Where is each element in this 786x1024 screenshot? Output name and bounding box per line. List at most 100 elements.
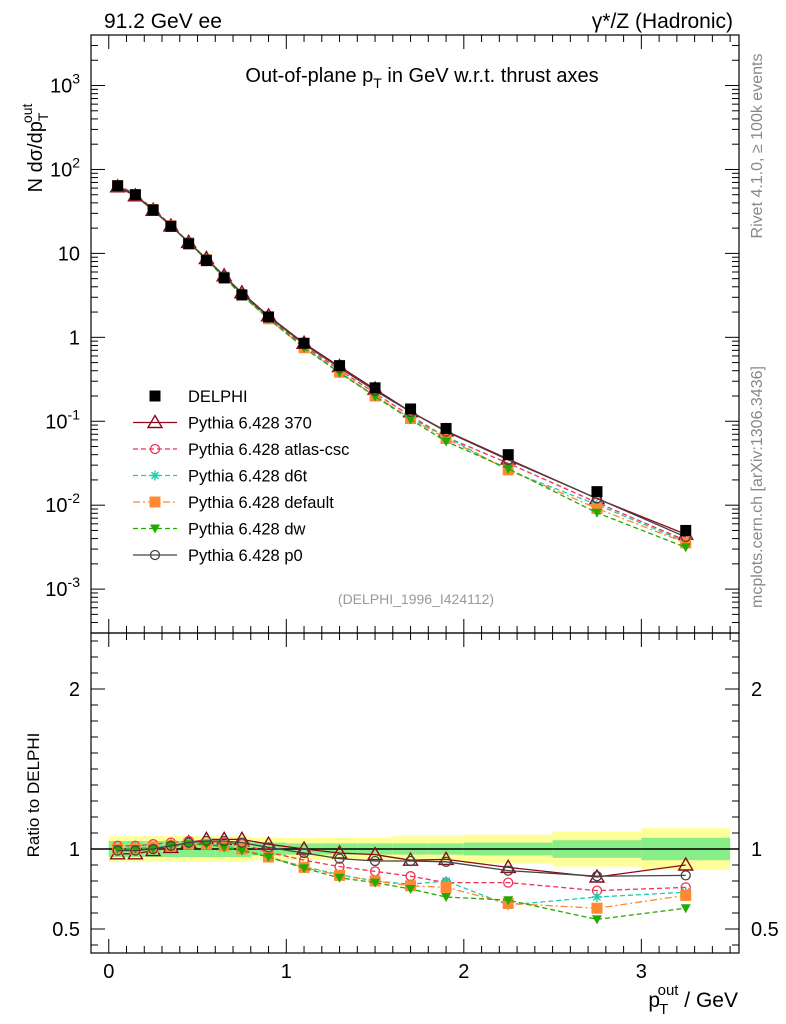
legend-marker — [149, 443, 161, 455]
main-x-ticks — [90, 35, 731, 633]
data-point-delphi — [440, 422, 452, 434]
ratio-point-pythia-6-428-dw — [334, 873, 345, 883]
legend-item: Pythia 6.428 default — [133, 494, 334, 512]
main-point-pythia-6-428-default — [591, 502, 603, 514]
main-y-axis-label: N dσ/dpTout — [19, 104, 51, 193]
energy-label: 91.2 GeV ee — [104, 10, 222, 33]
legend-marker — [146, 414, 164, 429]
data-point-delphi — [236, 289, 248, 301]
x-axis: 0 1 2 3 — [90, 633, 731, 983]
chart-title: Out-of-plane pT in GeV w.r.t. thrust axe… — [245, 65, 598, 91]
ratio-y-axis-label: Ratio to DELPHI — [24, 733, 43, 858]
ratio-line-pythia-6-428-370 — [117, 838, 686, 878]
ratio-point-pythia-6-428-370 — [677, 856, 694, 871]
ratio-line-pythia-6-428-p0 — [117, 840, 686, 877]
data-point-delphi — [147, 204, 159, 216]
ratio-point-pythia-6-428-p0 — [591, 871, 603, 882]
ratio-point-pythia-6-428-d6t — [441, 876, 452, 886]
ratio-point-pythia-6-428-p0 — [334, 853, 345, 864]
ratio-point-pythia-6-428-dw — [680, 904, 691, 914]
ratio-y-tick-label: 2 — [69, 679, 80, 701]
main-point-pythia-6-428-dw — [591, 508, 602, 518]
ratio-plot-content — [91, 828, 739, 925]
data-point-delphi — [298, 337, 310, 349]
legend-label: Pythia 6.428 default — [188, 494, 334, 512]
y-tick-label: 10 — [58, 243, 80, 265]
ratio-point-pythia-6-428-p0 — [165, 840, 177, 851]
y-tick-label: 10-3 — [45, 574, 80, 601]
ratio-y-tick-label: 1 — [69, 839, 80, 861]
x-tick-label: 0 — [103, 961, 114, 983]
legend-marker — [149, 390, 161, 402]
ratio-point-pythia-6-428-dw — [441, 893, 452, 902]
legend-item: Pythia 6.428 d6t — [133, 468, 308, 486]
legend-item: Pythia 6.428 dw — [133, 521, 305, 539]
ratio-point-pythia-6-428-p0 — [503, 865, 514, 876]
ratio-point-pythia-6-428-p0 — [147, 843, 159, 855]
data-point-delphi — [263, 311, 275, 323]
data-point-delphi — [502, 449, 514, 461]
ratio-y-tick-label-right: 1 — [751, 839, 762, 861]
y-tick-label: 1 — [69, 327, 80, 349]
ratio-point-pythia-6-428-dw — [201, 840, 212, 850]
ratio-point-pythia-6-428-default — [680, 889, 692, 901]
rivet-version-label: Rivet 4.1.0, ≥ 100k events — [749, 54, 766, 239]
legend-marker — [149, 496, 161, 508]
ratio-point-pythia-6-428-p0 — [183, 837, 194, 848]
ratio-point-pythia-6-428-p0 — [236, 837, 248, 848]
y-tick-label: 103 — [50, 71, 80, 98]
y-tick-label: 10-1 — [45, 406, 80, 433]
ratio-frame — [90, 632, 740, 954]
main-point-pythia-6-428-dw — [503, 464, 514, 474]
ratio-point-pythia-6-428-p0 — [298, 847, 310, 859]
ratio-point-pythia-6-428-p0 — [219, 835, 230, 847]
ratio-point-pythia-6-428-dw — [370, 878, 381, 888]
legend-item: Pythia 6.428 370 — [133, 414, 312, 433]
ratio-y-tick-label-right: 0.5 — [751, 919, 779, 941]
legend-label: Pythia 6.428 atlas-csc — [188, 441, 349, 459]
ratio-point-pythia-6-428-p0 — [440, 856, 452, 867]
ratio-y-tick-label: 0.5 — [52, 919, 80, 941]
legend-marker — [149, 549, 161, 561]
y-tick-label: 102 — [50, 154, 80, 181]
data-point-delphi — [334, 360, 346, 372]
ratio-point-pythia-6-428-370 — [295, 840, 313, 855]
ratio-point-pythia-6-428-370 — [260, 835, 277, 850]
main-frame — [90, 34, 740, 634]
main-point-pythia-6-428-dw — [405, 415, 416, 425]
legend-label: Pythia 6.428 d6t — [188, 468, 308, 486]
data-point-delphi — [112, 180, 124, 192]
mcplots-label: mcplots.cern.ch [arXiv:1306.3436] — [749, 366, 766, 608]
legend: DELPHI Pythia 6.428 370 Pythia 6.428 atlas… — [133, 388, 349, 565]
legend-item: DELPHI — [149, 388, 248, 406]
data-point-delphi — [591, 486, 603, 498]
ratio-panel: 0.5 0.5 1 1 2 2 0 1 2 3 Ratio to DELPHI pTout / … — [24, 632, 779, 1018]
main-point-pythia-6-428-dw — [441, 437, 452, 447]
ratio-y-tick-label-right: 2 — [751, 679, 762, 701]
data-point-delphi — [369, 382, 381, 394]
data-point-delphi — [218, 272, 230, 284]
main-panel: 10-3 10-2 10-1 1 10 102 103 Out-of-plane pT in… — [19, 34, 740, 634]
analysis-label: (DELPHI_1996_I424112) — [338, 591, 494, 607]
main-point-pythia-6-428-dw — [680, 543, 691, 553]
ratio-point-pythia-6-428-dw — [263, 853, 274, 862]
ratio-point-pythia-6-428-p0 — [680, 870, 691, 881]
legend-label: Pythia 6.428 p0 — [188, 547, 303, 565]
ratio-point-pythia-6-428-dw — [236, 846, 247, 856]
ratio-point-pythia-6-428-p0 — [201, 835, 212, 847]
ratio-point-pythia-6-428-dw — [591, 915, 602, 925]
legend-label: Pythia 6.428 370 — [188, 415, 312, 433]
legend-label: DELPHI — [188, 388, 248, 406]
data-point-delphi — [200, 255, 212, 267]
ratio-point-pythia-6-428-p0 — [112, 845, 123, 856]
main-plot-content — [109, 178, 694, 553]
ratio-point-pythia-6-428-default — [591, 902, 603, 914]
x-tick-label: 2 — [458, 961, 469, 983]
ratio-point-pythia-6-428-p0 — [369, 855, 381, 867]
ratio-y-axis: 0.5 0.5 1 1 2 2 — [52, 640, 779, 946]
data-point-delphi — [183, 238, 195, 250]
legend-item: Pythia 6.428 atlas-csc — [133, 441, 349, 459]
ratio-point-pythia-6-428-dw — [405, 885, 416, 894]
ratio-point-pythia-6-428-atlas-csc — [503, 877, 514, 888]
